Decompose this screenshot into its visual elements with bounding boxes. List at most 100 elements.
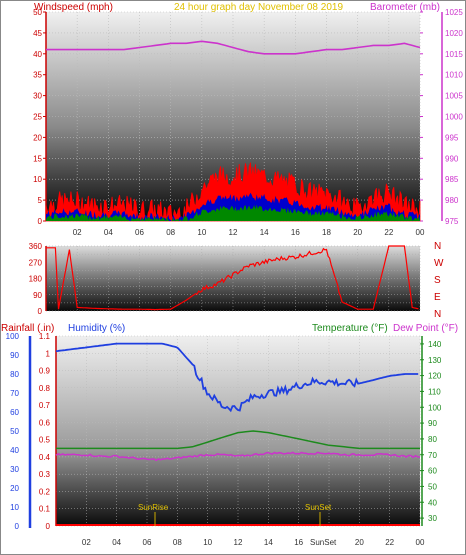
direction-letter-e: E bbox=[434, 292, 441, 303]
humidity-y-tick-label: 50 bbox=[10, 427, 19, 436]
sunset-axis-label: SunSet bbox=[310, 538, 337, 547]
wind-y-tick-label: 35 bbox=[33, 71, 42, 80]
direction-letter-n-top: N bbox=[434, 241, 441, 252]
wind-low-band bbox=[46, 204, 420, 221]
rainfall-y-tick-label: 0.8 bbox=[39, 384, 51, 393]
barometer-y-tick-label: 1000 bbox=[445, 113, 463, 122]
dewpoint-series bbox=[55, 451, 421, 462]
wind-x-tick-label: 20 bbox=[353, 228, 362, 237]
temperature-y-tick-label: 80 bbox=[428, 435, 437, 444]
temperature-y-tick-label: 100 bbox=[428, 403, 442, 412]
barometer-y-tick-label: 1020 bbox=[445, 29, 463, 38]
humidity-y-tick-label: 20 bbox=[10, 484, 19, 493]
temperature-y-tick-label: 140 bbox=[428, 340, 442, 349]
bottom-panel: 010203040506070809010000.10.20.30.40.50.… bbox=[6, 332, 442, 547]
windspeed-axis-title: Windspeed (mph) bbox=[34, 2, 113, 13]
humidity-axis-title: Humidity (%) bbox=[68, 323, 125, 334]
barometer-y-tick-label: 985 bbox=[445, 175, 459, 184]
barometer-y-tick-label: 1015 bbox=[445, 50, 463, 59]
temperature-y-tick-label: 50 bbox=[428, 482, 437, 491]
humidity-y-tick-label: 90 bbox=[10, 351, 19, 360]
direction-panel: 0 90 180 270 360 bbox=[29, 242, 421, 316]
temperature-y-tick-label: 60 bbox=[428, 467, 437, 476]
direction-letter-n-bottom: N bbox=[434, 309, 441, 320]
temperature-y-tick-label: 90 bbox=[428, 419, 437, 428]
rainfall-y-tick-label: 0.9 bbox=[39, 367, 51, 376]
wind-x-tick-label: 12 bbox=[229, 228, 238, 237]
rainfall-y-tick-label: 0.1 bbox=[39, 505, 51, 514]
sunrise-label: SunRise bbox=[138, 503, 169, 512]
humidity-y-tick-label: 30 bbox=[10, 465, 19, 474]
sunset-label: SunSet bbox=[305, 503, 332, 512]
direction-y-tick-label: 0 bbox=[38, 307, 43, 316]
humidity-y-tick-label: 10 bbox=[10, 503, 19, 512]
rainfall-axis-title: Rainfall (.in) bbox=[1, 323, 54, 334]
humidity-y-tick-label: 80 bbox=[10, 370, 19, 379]
wind-y-tick-label: 15 bbox=[33, 154, 42, 163]
bottom-x-tick-label: 08 bbox=[173, 538, 182, 547]
rainfall-y-tick-label: 1.1 bbox=[39, 332, 51, 341]
direction-letters: N W S E N bbox=[434, 241, 444, 320]
bottom-x-tick-label: 20 bbox=[355, 538, 364, 547]
bottom-x-tick-label: 06 bbox=[143, 538, 152, 547]
wind-y-tick-label: 5 bbox=[38, 196, 43, 205]
humidity-y-tick-label: 40 bbox=[10, 446, 19, 455]
wind-y-tick-label: 25 bbox=[33, 113, 42, 122]
rainfall-y-tick-label: 0.6 bbox=[39, 418, 51, 427]
wind-x-tick-label: 18 bbox=[322, 228, 331, 237]
wind-x-tick-label: 08 bbox=[166, 228, 175, 237]
rainfall-y-tick-label: 0.5 bbox=[39, 436, 51, 445]
bottom-x-tick-label: 14 bbox=[264, 538, 273, 547]
chart-title: 24 hour graph day November 08 2019 bbox=[174, 2, 343, 13]
direction-y-tick-label: 270 bbox=[29, 258, 43, 267]
wind-x-tick-label: 16 bbox=[291, 228, 300, 237]
temperature-y-tick-label: 130 bbox=[428, 356, 442, 365]
dewpoint-axis-title: Dew Point (°F) bbox=[393, 323, 458, 334]
bottom-x-tick-label: 12 bbox=[234, 538, 243, 547]
wind-direction-series bbox=[46, 245, 419, 311]
bottom-x-tick-label: 22 bbox=[385, 538, 394, 547]
wind-panel: 0510152025303540455097598098599099510001… bbox=[33, 8, 463, 237]
wind-y-tick-label: 0 bbox=[38, 217, 43, 226]
bottom-x-tick-label: 00 bbox=[416, 538, 425, 547]
wind-x-tick-label: 00 bbox=[416, 228, 425, 237]
wind-x-tick-label: 06 bbox=[135, 228, 144, 237]
wind-x-tick-label: 22 bbox=[384, 228, 393, 237]
temperature-axis-title: Temperature (°F) bbox=[312, 323, 388, 334]
wind-y-tick-label: 30 bbox=[33, 92, 42, 101]
humidity-series bbox=[55, 342, 419, 413]
humidity-y-tick-label: 0 bbox=[15, 522, 20, 531]
rainfall-y-tick-label: 0.7 bbox=[39, 401, 51, 410]
direction-y-tick-label: 360 bbox=[29, 242, 43, 251]
rainfall-y-tick-label: 0.4 bbox=[39, 453, 51, 462]
rainfall-y-tick-label: 0.2 bbox=[39, 487, 51, 496]
bottom-x-tick-label: 02 bbox=[82, 538, 91, 547]
humidity-y-tick-label: 100 bbox=[6, 332, 20, 341]
temperature-y-tick-label: 110 bbox=[428, 387, 441, 396]
rainfall-y-tick-label: 0 bbox=[46, 522, 51, 531]
direction-letter-w: W bbox=[434, 258, 444, 269]
barometer-y-tick-label: 1025 bbox=[445, 8, 463, 17]
barometer-y-tick-label: 1005 bbox=[445, 92, 463, 101]
humidity-y-tick-label: 60 bbox=[10, 408, 19, 417]
rainfall-y-tick-label: 1 bbox=[46, 349, 51, 358]
wind-y-tick-label: 45 bbox=[33, 29, 42, 38]
bottom-x-tick-label: 04 bbox=[112, 538, 121, 547]
barometer-y-tick-label: 995 bbox=[445, 133, 459, 142]
wind-x-tick-label: 10 bbox=[197, 228, 206, 237]
wind-y-tick-label: 10 bbox=[33, 175, 42, 184]
barometer-y-tick-label: 980 bbox=[445, 196, 459, 205]
humidity-y-tick-label: 70 bbox=[10, 389, 19, 398]
bottom-panel-bg bbox=[56, 336, 420, 526]
wind-y-tick-label: 40 bbox=[33, 50, 42, 59]
bottom-x-tick-label: 10 bbox=[203, 538, 212, 547]
wind-y-tick-label: 50 bbox=[33, 8, 42, 17]
wind-y-tick-label: 20 bbox=[33, 133, 42, 142]
barometer-series bbox=[46, 40, 421, 55]
barometer-y-tick-label: 990 bbox=[445, 154, 459, 163]
temperature-series bbox=[56, 430, 420, 450]
wind-x-tick-label: 04 bbox=[104, 228, 113, 237]
direction-y-tick-label: 180 bbox=[29, 275, 43, 284]
